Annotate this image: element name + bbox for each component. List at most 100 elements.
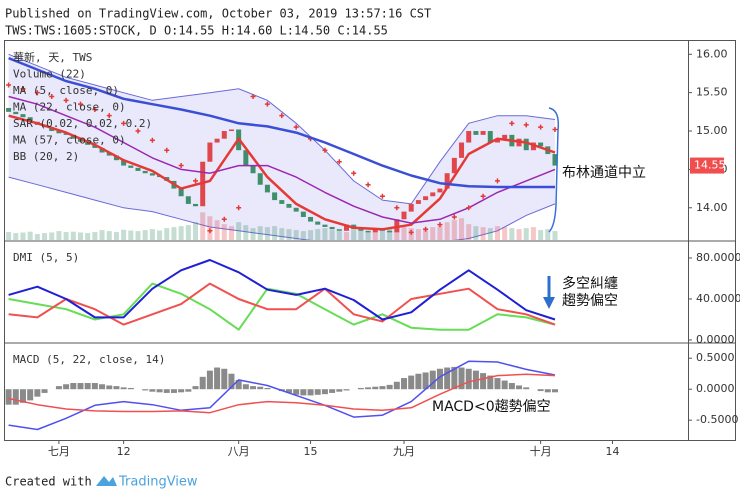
x-tick-label: 九月: [393, 445, 415, 458]
candle: [92, 144, 98, 148]
histogram-bar: [429, 370, 436, 390]
volume-bar: [516, 229, 522, 240]
histogram-bar: [221, 368, 228, 390]
candle: [214, 138, 220, 143]
candle: [20, 114, 26, 118]
candle: [149, 173, 155, 176]
y-tick-label: 14.00: [696, 201, 728, 214]
histogram-bar: [451, 366, 458, 390]
bracket: [548, 107, 560, 233]
sar-point: [279, 113, 285, 119]
volume-bar: [308, 230, 314, 240]
volume-bar: [487, 228, 493, 240]
candle: [85, 141, 91, 145]
histogram-bar: [70, 383, 77, 390]
histogram-bar: [113, 386, 120, 390]
volume-bar: [538, 230, 544, 240]
sar-point: [106, 113, 112, 119]
volume-bar: [42, 233, 48, 240]
volume-bar: [200, 212, 206, 240]
histogram-bar: [300, 389, 307, 396]
candle: [250, 165, 256, 174]
candle: [128, 165, 134, 168]
histogram-bar: [285, 389, 292, 393]
sar-point: [164, 147, 170, 153]
annotation: 趨勢偏空: [562, 293, 618, 309]
sar-point: [523, 122, 529, 128]
legend-entry: SAR (0.02, 0.02, 0.2): [13, 117, 152, 130]
histogram-bar: [343, 389, 350, 391]
candle: [207, 142, 213, 162]
candle: [480, 131, 486, 135]
x-tick-label: 八月: [228, 445, 250, 458]
histogram-bar: [206, 370, 213, 390]
histogram-bar: [84, 383, 91, 390]
volume-bar: [430, 227, 436, 240]
histogram-bar: [55, 386, 62, 390]
histogram-bar: [91, 383, 98, 390]
histogram-bar: [501, 380, 508, 390]
candle: [451, 157, 457, 174]
histogram-bar: [293, 389, 300, 395]
sar-point: [408, 229, 414, 235]
volume-bar: [272, 226, 278, 240]
candle: [344, 224, 349, 231]
y-tick-label: 0.0000: [696, 333, 735, 346]
volume-bar: [221, 224, 227, 240]
y-tick-label: -0.5000: [696, 413, 738, 426]
volume-bar: [459, 218, 465, 240]
y-tick-label: 15.00: [696, 124, 728, 137]
sar-point: [221, 216, 227, 222]
volume-bar: [214, 220, 220, 240]
candle: [322, 224, 328, 227]
volume-bar: [473, 226, 479, 240]
histogram-bar: [372, 386, 379, 390]
histogram-bar: [365, 387, 372, 390]
candle: [523, 138, 529, 151]
panel-title: MACD (5, 22, close, 14): [13, 353, 165, 366]
sar-point: [494, 178, 500, 184]
histogram-bar: [408, 375, 415, 390]
footer: Created with TradingView: [5, 475, 198, 490]
sar-point: [538, 124, 544, 130]
volume-bar: [121, 229, 127, 240]
histogram-bar: [142, 389, 149, 391]
candle: [430, 192, 436, 197]
candle: [300, 211, 306, 217]
histogram-bar: [393, 381, 400, 390]
volume-bar: [34, 234, 40, 240]
candle: [502, 134, 508, 139]
band-upper: [8, 53, 556, 205]
histogram-bar: [329, 389, 336, 393]
histogram-bar: [357, 387, 364, 390]
candle: [466, 131, 472, 143]
ma-line: [8, 95, 556, 224]
volume-bar: [70, 231, 76, 240]
sar-point: [480, 193, 486, 199]
candle: [178, 188, 184, 197]
sar-point: [92, 107, 98, 113]
volume-bar: [13, 233, 19, 240]
histogram-bar: [214, 367, 221, 390]
histogram-bar: [34, 389, 41, 397]
volume-bar: [264, 227, 270, 240]
volume-bar: [106, 231, 112, 240]
histogram-bar: [465, 368, 472, 390]
histogram-bar: [192, 386, 199, 390]
volume-bar: [77, 232, 83, 240]
histogram-bar: [551, 389, 558, 393]
volume-bar: [415, 229, 421, 240]
sar-point: [552, 126, 558, 132]
volume-bar: [379, 230, 385, 240]
sar-point: [451, 214, 457, 220]
sar-point: [178, 163, 184, 169]
volume-bar: [344, 232, 349, 240]
histogram-bar: [523, 387, 530, 390]
volume-bar: [228, 226, 234, 240]
candle: [423, 196, 429, 201]
candle: [56, 131, 62, 134]
volume-bar: [351, 230, 357, 240]
candle: [113, 155, 119, 161]
volume-bar: [128, 230, 134, 240]
